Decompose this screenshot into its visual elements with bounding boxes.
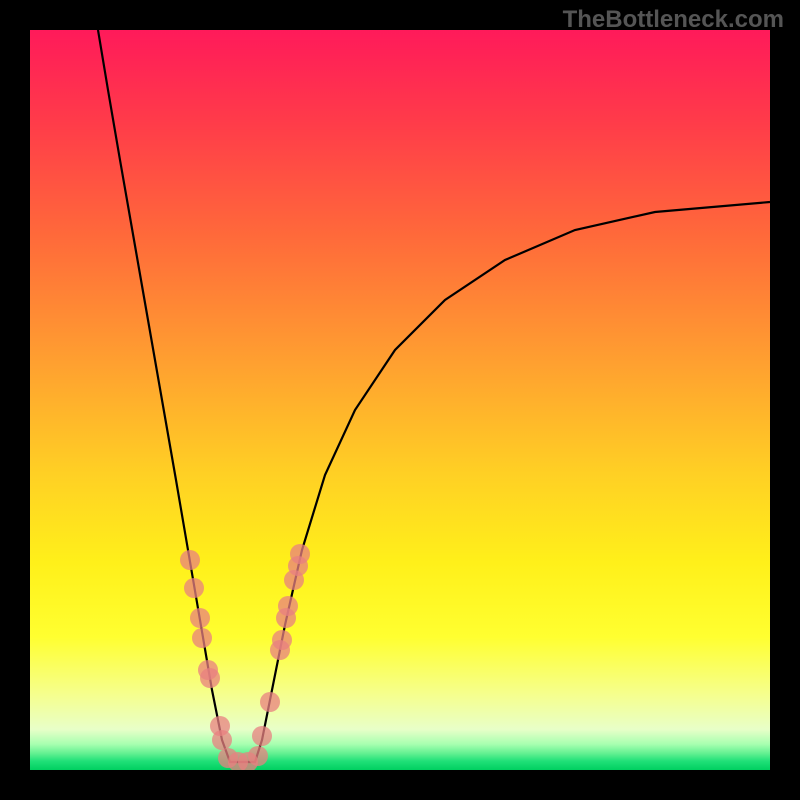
data-marker [180, 550, 200, 570]
chart-svg [30, 30, 770, 770]
gradient-background [30, 30, 770, 770]
data-marker [192, 628, 212, 648]
watermark-text: TheBottleneck.com [563, 6, 784, 34]
data-marker [248, 746, 268, 766]
plot-area [30, 30, 770, 770]
data-marker [200, 668, 220, 688]
data-marker [272, 630, 292, 650]
data-marker [212, 730, 232, 750]
data-marker [252, 726, 272, 746]
data-marker [260, 692, 280, 712]
data-marker [278, 596, 298, 616]
data-marker [184, 578, 204, 598]
data-marker [190, 608, 210, 628]
data-marker [290, 544, 310, 564]
